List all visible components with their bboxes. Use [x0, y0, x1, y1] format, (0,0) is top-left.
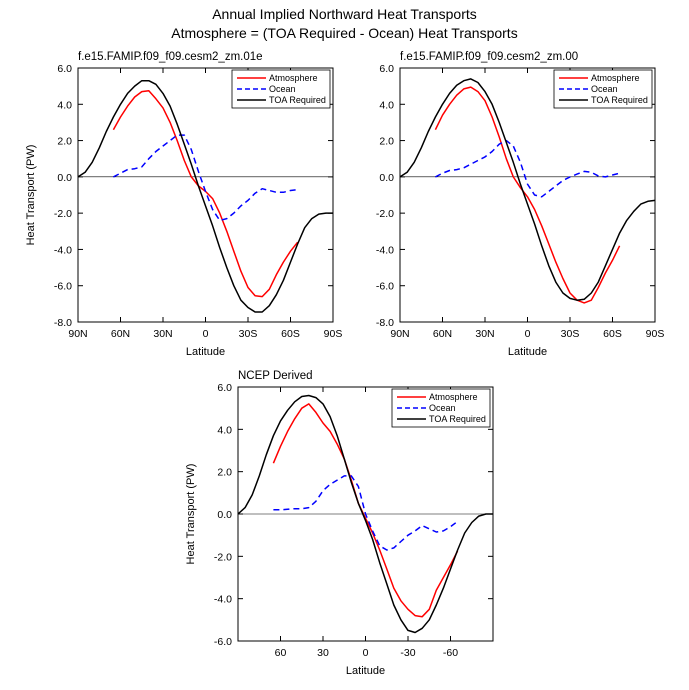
y-tick-label: -2.0: [54, 208, 72, 220]
y-tick-label: 0.0: [57, 172, 72, 184]
x-tick-label: 60: [275, 647, 287, 659]
legend-entry-label: Ocean: [429, 403, 456, 413]
x-axis-label: Latitude: [346, 665, 385, 677]
y-tick-label: 2.0: [379, 136, 394, 148]
x-tick-label: 0: [203, 328, 209, 340]
legend-entry-label: TOA Required: [591, 95, 648, 105]
legend-entry-label: Atmosphere: [429, 392, 478, 402]
y-tick-label: 2.0: [57, 136, 72, 148]
y-tick-label: -2.0: [214, 551, 232, 563]
y-axis-label: Heat Transport (PW): [185, 464, 197, 565]
figure-title-line2: Atmosphere = (TOA Required - Ocean) Heat…: [171, 25, 517, 41]
x-tick-label: 60N: [111, 328, 130, 340]
legend-entry-label: Ocean: [591, 84, 618, 94]
y-tick-label: 4.0: [57, 99, 72, 111]
y-tick-label: 6.0: [217, 382, 232, 394]
x-tick-label: 0: [363, 647, 369, 659]
y-tick-label: 0.0: [379, 172, 394, 184]
y-tick-label: 0.0: [217, 509, 232, 521]
x-tick-label: 60S: [281, 328, 300, 340]
panel-title: NCEP Derived: [238, 370, 313, 382]
series-line-toa-required: [78, 79, 333, 313]
series-line-ocean: [113, 134, 298, 222]
x-tick-label: 90N: [390, 328, 409, 340]
series-line-toa-required: [238, 394, 493, 634]
x-tick-label: 30S: [239, 328, 258, 340]
x-tick-label: 30N: [153, 328, 172, 340]
x-tick-label: 60N: [433, 328, 452, 340]
y-tick-label: -6.0: [214, 636, 232, 648]
y-tick-label: -2.0: [376, 208, 394, 220]
legend-entry-label: Ocean: [269, 84, 296, 94]
y-tick-label: -4.0: [214, 594, 232, 606]
series-line-toa-required: [400, 78, 655, 301]
series-line-ocean: [435, 139, 620, 198]
y-tick-label: -4.0: [376, 244, 394, 256]
x-tick-label: 30S: [561, 328, 580, 340]
y-tick-label: 4.0: [379, 99, 394, 111]
chart-panel-2: f.e15.FAMIP.f09_f09.cesm2_zm.00 90N 60N 30N…: [376, 51, 664, 358]
y-tick-label: -8.0: [54, 317, 72, 329]
y-tick-label: -8.0: [376, 317, 394, 329]
y-tick-label: -4.0: [54, 244, 72, 256]
y-tick-label: -6.0: [376, 281, 394, 293]
x-tick-label: 90S: [646, 328, 665, 340]
figure-title-line1: Annual Implied Northward Heat Transports: [212, 6, 477, 22]
legend-entry-label: TOA Required: [429, 414, 486, 424]
series-line-atmosphere: [112, 89, 299, 298]
panel-title: f.e15.FAMIP.f09_f09.cesm2_zm.01e: [78, 51, 263, 63]
x-tick-label: 30: [317, 647, 329, 659]
x-axis-label: Latitude: [508, 346, 547, 358]
x-tick-label: 30N: [475, 328, 494, 340]
y-tick-label: 4.0: [217, 424, 232, 436]
series-line-atmosphere: [434, 86, 621, 304]
legend-entry-label: Atmosphere: [591, 73, 640, 83]
chart-panel-3: NCEP Derived 60 30 0 -30 -60 -6.0 -4.0 -2.0 0.0 2.…: [185, 370, 494, 677]
panel-title: f.e15.FAMIP.f09_f09.cesm2_zm.00: [400, 51, 578, 63]
series-line-ocean: [273, 475, 459, 551]
x-tick-label: -60: [443, 647, 458, 659]
y-tick-label: 6.0: [379, 63, 394, 75]
x-tick-label: 90S: [324, 328, 343, 340]
x-tick-label: -30: [400, 647, 415, 659]
legend-entry-label: TOA Required: [269, 95, 326, 105]
y-tick-label: -6.0: [54, 281, 72, 293]
chart-panel-1: f.e15.FAMIP.f09_f09.cesm2_zm.01e 90N 60N 30…: [25, 51, 342, 358]
y-axis-label: Heat Transport (PW): [25, 145, 37, 246]
x-tick-label: 0: [525, 328, 531, 340]
series-line-atmosphere: [272, 403, 459, 618]
y-tick-label: 6.0: [57, 63, 72, 75]
x-tick-label: 60S: [603, 328, 622, 340]
legend-entry-label: Atmosphere: [269, 73, 318, 83]
x-tick-label: 90N: [68, 328, 87, 340]
x-axis-label: Latitude: [186, 346, 225, 358]
y-tick-label: 2.0: [217, 467, 232, 479]
